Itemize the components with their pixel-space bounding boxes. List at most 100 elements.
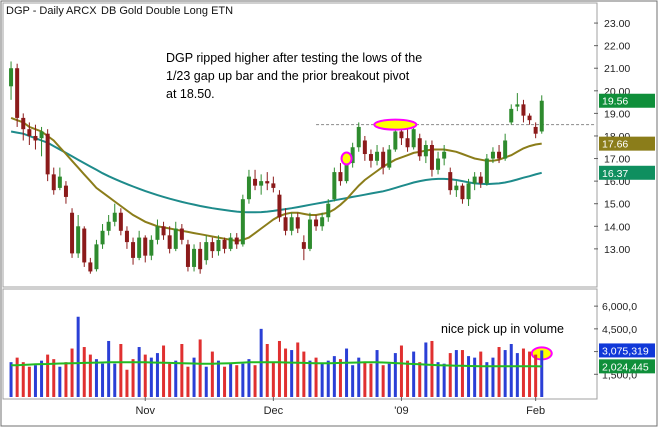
volume-bar: [387, 363, 391, 397]
candle-body: [253, 178, 258, 186]
candle-body: [314, 219, 319, 227]
volume-moving-average: [11, 361, 542, 368]
candle-body: [185, 244, 190, 267]
candle-body: [265, 181, 270, 184]
highlight-ellipse-right: [373, 118, 418, 131]
candle-body: [222, 239, 227, 249]
price-candles: [9, 61, 544, 274]
candle-body: [94, 244, 99, 270]
volume-bar: [247, 359, 251, 397]
volume-bar: [113, 363, 117, 397]
candle-body: [259, 181, 264, 186]
volume-bar: [497, 347, 501, 397]
candle-body: [246, 176, 251, 200]
volume-bar: [338, 359, 342, 397]
volume-bar: [424, 342, 428, 397]
candle-body: [131, 242, 136, 258]
volume-bar: [149, 357, 153, 397]
volume-bar: [70, 348, 74, 397]
volume-bar: [406, 360, 410, 397]
volume-bar: [241, 363, 245, 397]
volume-bar: [52, 359, 56, 397]
volume-bar: [180, 344, 184, 397]
candle-body: [478, 176, 483, 184]
breakout-annotation: DGP ripped higher after testing the lows…: [166, 51, 422, 101]
candle-body: [283, 217, 288, 231]
volume-bar: [296, 342, 300, 397]
volume-bar: [326, 360, 330, 397]
volume-bar: [253, 365, 257, 397]
volume-bar: [107, 340, 111, 397]
volume-bar: [101, 363, 105, 397]
volume-bar: [265, 344, 269, 397]
volume-bar: [479, 351, 483, 397]
chart-header: DGP - Daily ARCX DB Gold Double Long ETN: [6, 5, 233, 17]
candle-body: [423, 145, 428, 157]
volume-bar: [271, 362, 275, 397]
volume-bar: [345, 348, 349, 397]
price-tick-label: 21.00: [604, 63, 630, 75]
volume-bar: [210, 351, 214, 397]
volume-bar: [9, 362, 13, 397]
candle-body: [33, 135, 38, 141]
date-tick-label: Dec: [264, 405, 284, 417]
candle-body: [338, 172, 343, 182]
candle-body: [332, 172, 337, 200]
volume-bar: [509, 344, 513, 397]
volume-panel-frame: [2, 288, 598, 400]
volume-bar: [46, 354, 50, 397]
volume-bar: [88, 354, 92, 397]
candle-body: [21, 117, 26, 130]
candle-body: [326, 203, 331, 218]
volume-bar: [375, 350, 379, 397]
volume-bar: [58, 366, 62, 397]
price-tag-label: 16.37: [602, 168, 628, 180]
volume-bar: [454, 350, 458, 397]
volume-bar: [314, 357, 318, 397]
volume-bar: [399, 345, 403, 397]
volume-bar: [76, 316, 80, 397]
candle-body: [63, 185, 68, 197]
candle-body: [57, 176, 62, 188]
highlight-ellipse-left: [340, 151, 353, 166]
volume-tag-box: [599, 359, 655, 374]
candle-body: [405, 138, 410, 148]
volume-bar: [491, 357, 495, 397]
candle-body: [381, 151, 386, 168]
candle-body: [204, 242, 209, 261]
volume-bar: [302, 351, 306, 397]
candle-body: [539, 100, 544, 132]
volume-bar: [155, 353, 159, 397]
volume-bar: [174, 360, 178, 397]
volume-bar: [369, 363, 373, 397]
candle-body: [362, 140, 367, 155]
volume-bar: [82, 347, 86, 397]
volume-bar: [204, 366, 208, 397]
candle-body: [393, 131, 398, 150]
candle-body: [344, 163, 349, 182]
volume-bar: [162, 345, 166, 397]
annotation-line-3: at 18.50.: [166, 87, 215, 101]
volume-bars: [9, 316, 544, 397]
candle-body: [515, 104, 520, 107]
candle-body: [466, 183, 471, 200]
price-tags: 19.56 17.66 16.37 3,075,319 2,024,445: [599, 93, 655, 374]
candle-body: [216, 239, 221, 252]
candle-body: [411, 129, 416, 148]
candle-body: [509, 108, 514, 123]
price-tag-box: [599, 165, 655, 180]
volume-bar: [119, 344, 123, 397]
candle-body: [192, 248, 197, 267]
volume-bar: [15, 357, 19, 397]
candle-body: [161, 226, 166, 236]
candle-body: [436, 158, 441, 170]
price-tick-label: 15.00: [604, 199, 630, 211]
candle-body: [179, 228, 184, 240]
volume-bar: [351, 365, 355, 397]
price-tag-box: [599, 136, 655, 151]
volume-bar: [229, 363, 233, 397]
volume-bar: [430, 340, 434, 397]
candle-body: [9, 68, 14, 87]
candle-body: [118, 212, 123, 231]
